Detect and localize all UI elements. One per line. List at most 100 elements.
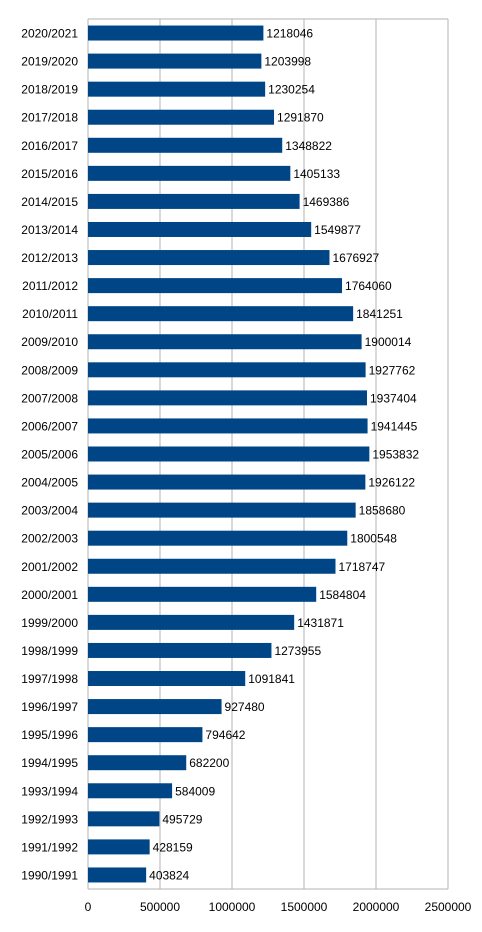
bar [88, 250, 330, 266]
value-label: 403824 [149, 868, 189, 882]
category-label: 2010/2011 [22, 307, 78, 321]
category-label: 2003/2004 [21, 504, 78, 518]
value-label: 428159 [153, 840, 193, 854]
bar [88, 474, 366, 490]
category-label: 1999/2000 [21, 616, 78, 630]
category-labels: 2020/2021 2019/2020 2018/2019 2017/2018 2016… [21, 27, 78, 883]
category-label: 2012/2013 [21, 251, 78, 265]
bars [88, 25, 370, 883]
bar [88, 446, 370, 462]
bar [88, 642, 272, 658]
value-label: 1405133 [293, 167, 340, 181]
bar [88, 165, 291, 181]
value-label: 1549877 [314, 223, 361, 237]
category-label: 2005/2006 [21, 448, 78, 462]
x-tick-label: 500000 [140, 900, 180, 914]
bar [88, 306, 354, 322]
bar [88, 755, 187, 771]
value-label: 1937404 [370, 391, 417, 405]
value-label: 1348822 [285, 139, 332, 153]
category-label: 2016/2017 [21, 139, 78, 153]
value-label: 1718747 [338, 560, 385, 574]
category-label: 2020/2021 [21, 27, 78, 41]
value-label: 1431871 [297, 616, 344, 630]
value-label: 1841251 [356, 307, 403, 321]
value-label: 794642 [205, 728, 245, 742]
value-label: 682200 [189, 756, 229, 770]
bar [88, 334, 362, 350]
category-label: 2004/2005 [21, 476, 78, 490]
category-label: 2018/2019 [21, 83, 78, 97]
category-label: 1995/1996 [21, 728, 78, 742]
bar [88, 25, 264, 41]
bar [88, 418, 368, 434]
bar [88, 362, 366, 378]
x-tick-label: 2000000 [353, 900, 400, 914]
value-label: 1203998 [264, 55, 311, 69]
x-tick-label: 0 [85, 900, 92, 914]
category-label: 2017/2018 [21, 111, 78, 125]
category-label: 2000/2001 [21, 588, 78, 602]
category-label: 1994/1995 [21, 756, 78, 770]
category-label: 2006/2007 [21, 419, 78, 433]
value-label: 1926122 [368, 476, 415, 490]
category-label: 2019/2020 [21, 55, 78, 69]
bar [88, 867, 147, 883]
category-label: 2007/2008 [21, 391, 78, 405]
category-label: 2015/2016 [21, 167, 78, 181]
bar [88, 390, 367, 406]
category-label: 2011/2012 [22, 279, 78, 293]
x-tick-label: 2500000 [425, 900, 472, 914]
bar [88, 193, 300, 209]
bar [88, 137, 283, 153]
bar [88, 81, 266, 97]
value-label: 1676927 [332, 251, 379, 265]
bar [88, 109, 275, 125]
bar [88, 614, 295, 630]
value-label: 584009 [175, 784, 215, 798]
value-label: 1941445 [371, 419, 418, 433]
bar [88, 671, 246, 687]
value-label: 1291870 [277, 111, 324, 125]
category-label: 2002/2003 [21, 532, 78, 546]
value-label: 1858680 [359, 504, 406, 518]
value-label: 1764060 [345, 279, 392, 293]
bar [88, 558, 336, 574]
bar [88, 811, 160, 827]
category-label: 1992/1993 [21, 812, 78, 826]
bar [88, 530, 348, 546]
bar [88, 699, 222, 715]
bar [88, 839, 150, 855]
value-label: 495729 [162, 812, 202, 826]
bar [88, 53, 262, 69]
bar [88, 502, 356, 518]
x-tick-label: 1000000 [209, 900, 256, 914]
category-label: 2001/2002 [21, 560, 78, 574]
category-label: 2013/2014 [21, 223, 78, 237]
value-label: 1900014 [365, 335, 412, 349]
value-label: 1218046 [266, 27, 313, 41]
value-label: 927480 [225, 700, 265, 714]
bar [88, 586, 317, 602]
value-label: 1953832 [372, 448, 419, 462]
value-label: 1800548 [350, 532, 397, 546]
x-tick-label: 1500000 [281, 900, 328, 914]
value-label: 1469386 [303, 195, 350, 209]
category-label: 2008/2009 [21, 363, 78, 377]
category-label: 1990/1991 [21, 868, 78, 882]
value-labels: 1218046 1203998 1230254 1291870 1348822 14051… [149, 27, 419, 883]
x-tick-labels: 0 500000 1000000 1500000 2000000 2500000 [85, 900, 472, 914]
bar [88, 727, 203, 743]
bar [88, 278, 343, 294]
value-label: 1584804 [319, 588, 366, 602]
value-label: 1927762 [369, 363, 416, 377]
category-label: 2009/2010 [21, 335, 78, 349]
category-label: 1991/1992 [21, 840, 78, 854]
value-label: 1273955 [274, 644, 321, 658]
bar [88, 783, 173, 799]
category-label: 1993/1994 [21, 784, 78, 798]
value-label: 1230254 [268, 83, 315, 97]
category-label: 1997/1998 [21, 672, 78, 686]
category-label: 1996/1997 [21, 700, 78, 714]
